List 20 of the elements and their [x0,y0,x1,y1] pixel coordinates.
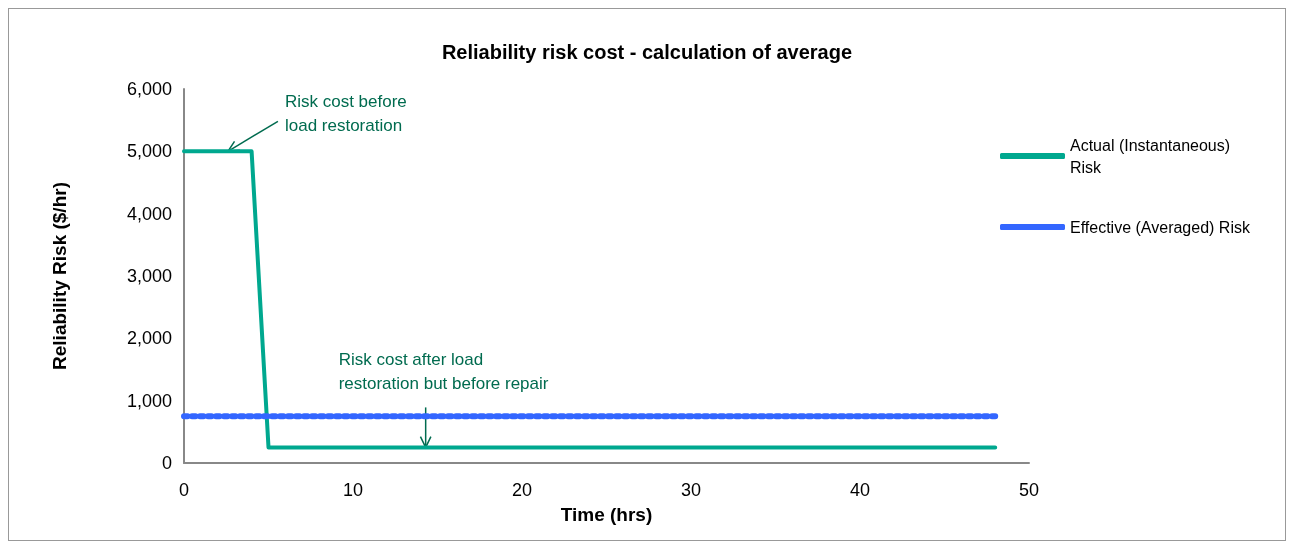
y-tick-label: 6,000 [126,79,172,99]
x-axis-title: Time (hrs) [560,504,653,525]
x-tick-label: 10 [342,480,364,500]
annotation: Risk cost after load restoration but before repair [338,349,549,393]
x-tick-label: 0 [178,480,190,500]
chart-title: Reliability risk cost - calculation of average [441,41,853,63]
x-tick-label: 50 [1018,480,1040,500]
y-tick-label: 0 [161,453,172,473]
annotation: Risk cost before load restoration [284,91,407,135]
x-tick-label: 20 [511,480,533,500]
y-axis-title: Reliability Risk ($/hr) [49,182,70,370]
legend-label: Effective (Averaged) Risk [1070,218,1251,236]
x-tick-label: 40 [849,480,871,500]
y-tick-label: 1,000 [126,390,172,411]
y-tick-label: 4,000 [126,203,172,224]
y-tick-label: 5,000 [126,141,172,162]
legend-label: Actual (Instantaneous) Risk [1070,136,1235,176]
x-tick-label: 30 [680,480,702,500]
y-tick-label: 2,000 [126,328,172,349]
y-tick-label: 3,000 [126,266,172,286]
